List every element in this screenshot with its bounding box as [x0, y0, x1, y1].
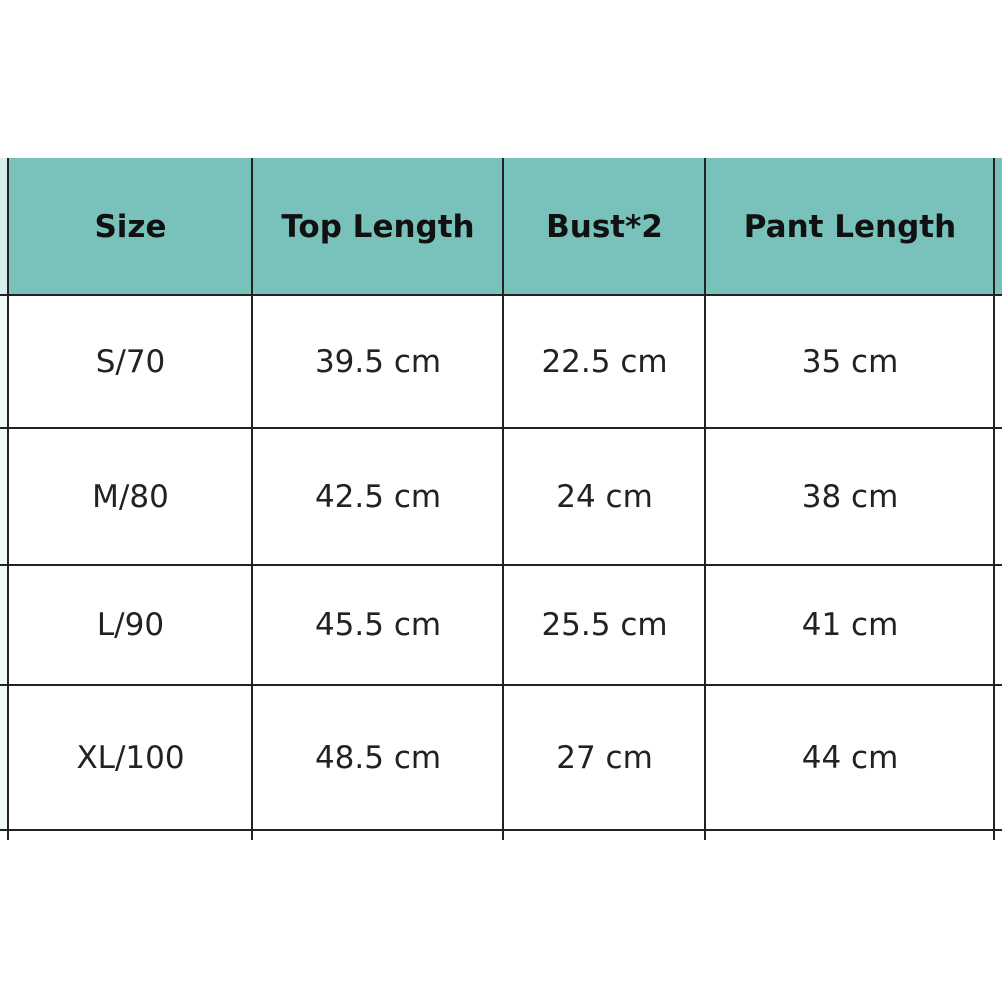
table-cell: 39.5 cm — [314, 343, 442, 380]
table-cell: XL/100 — [76, 739, 185, 776]
table-cell: 41 cm — [801, 607, 899, 643]
grid-line — [0, 684, 1002, 686]
table-cell: 25.5 cm — [541, 607, 668, 643]
header-pant-length: Pant Length — [706, 158, 994, 295]
left-partial-column — [0, 158, 8, 295]
table-cell: 44 cm — [801, 739, 899, 776]
table-cell: 27 cm — [556, 739, 653, 776]
grid-line — [993, 158, 995, 840]
table-cell: M/80 — [92, 478, 169, 515]
table-cell: 38 cm — [801, 478, 899, 515]
grid-line — [251, 158, 253, 840]
table-cell: 45.5 cm — [314, 607, 442, 643]
header-bust: Bust*2 — [504, 158, 705, 295]
table-cell: 22.5 cm — [541, 343, 668, 380]
grid-line — [7, 158, 9, 840]
table-cell: 35 cm — [801, 343, 899, 380]
header-top-length: Top Length — [253, 158, 503, 295]
table-cell: 24 cm — [556, 478, 653, 515]
table-cell: L/90 — [96, 607, 165, 643]
header-size: Size — [9, 158, 252, 295]
grid-line — [502, 158, 504, 840]
left-partial-column-body — [0, 295, 8, 830]
right-partial-column-header — [995, 158, 1002, 295]
grid-line — [704, 158, 706, 840]
grid-line — [0, 564, 1002, 566]
grid-line — [0, 829, 1002, 831]
grid-line — [0, 427, 1002, 429]
table-cell: 42.5 cm — [314, 478, 442, 515]
table-cell: S/70 — [95, 343, 166, 380]
table-cell: 48.5 cm — [314, 739, 442, 776]
grid-line — [0, 294, 1002, 296]
